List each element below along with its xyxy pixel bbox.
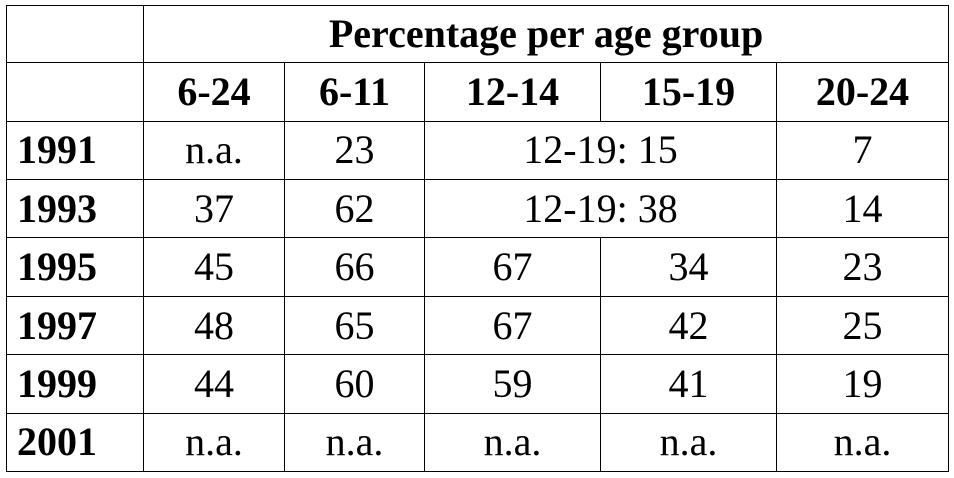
cell-15-19: 42 [600, 295, 777, 356]
row-year: 1997 [6, 295, 144, 356]
table-row: 1995 45 66 67 34 23 [6, 237, 950, 297]
cell-12-19-merged: 12-19: 38 [424, 179, 777, 239]
column-header-12-14: 12-14 [424, 62, 601, 122]
cell-6-24: n.a. [143, 412, 285, 473]
cell-6-24: 37 [143, 179, 285, 239]
table-row: 1999 44 60 59 41 19 [6, 354, 950, 414]
cell-20-24: n.a. [775, 412, 950, 473]
cell-15-19: n.a. [600, 412, 777, 473]
table-row: 2001 n.a. n.a. n.a. n.a. n.a. [6, 412, 950, 473]
cell-6-11: 66 [284, 237, 425, 297]
cell-12-14: n.a. [424, 412, 601, 473]
row-year: 1991 [6, 120, 144, 181]
table-row: 1991 n.a. 23 12-19: 15 7 [6, 120, 950, 181]
row-year: 1993 [6, 179, 144, 239]
cell-12-19-merged: 12-19: 15 [424, 120, 777, 181]
cell-12-14: 67 [424, 295, 601, 356]
cell-20-24: 7 [775, 120, 950, 181]
cell-6-24: 44 [143, 354, 285, 414]
cell-12-14: 67 [424, 237, 601, 297]
row-year: 1999 [6, 354, 144, 414]
cell-12-14: 59 [424, 354, 601, 414]
header-row-columns: 6-24 6-11 12-14 15-19 20-24 [6, 62, 950, 122]
cell-20-24: 23 [775, 237, 950, 297]
column-header-6-11: 6-11 [284, 62, 425, 122]
cell-6-24: 48 [143, 295, 285, 356]
table-row: 1997 48 65 67 42 25 [6, 295, 950, 356]
cell-6-24: n.a. [143, 120, 285, 181]
row-year: 2001 [6, 412, 144, 473]
cell-20-24: 19 [775, 354, 950, 414]
column-header-15-19: 15-19 [600, 62, 777, 122]
age-group-percentage-table: Percentage per age group 6-24 6-11 12-14… [6, 4, 950, 473]
corner-cell [6, 4, 144, 64]
cell-6-24: 45 [143, 237, 285, 297]
cell-20-24: 14 [775, 179, 950, 239]
column-header-6-24: 6-24 [143, 62, 285, 122]
cell-20-24: 25 [775, 295, 950, 356]
cell-6-11: 23 [284, 120, 425, 181]
cell-6-11: 60 [284, 354, 425, 414]
cell-15-19: 34 [600, 237, 777, 297]
row-year: 1995 [6, 237, 144, 297]
cell-6-11: 65 [284, 295, 425, 356]
cell-15-19: 41 [600, 354, 777, 414]
table-row: 1993 37 62 12-19: 38 14 [6, 179, 950, 239]
group-header: Percentage per age group [142, 4, 950, 64]
column-header-20-24: 20-24 [775, 62, 950, 122]
corner-cell [6, 62, 144, 122]
cell-6-11: n.a. [284, 412, 425, 473]
cell-6-11: 62 [284, 179, 425, 239]
header-row-group: Percentage per age group [6, 4, 950, 64]
